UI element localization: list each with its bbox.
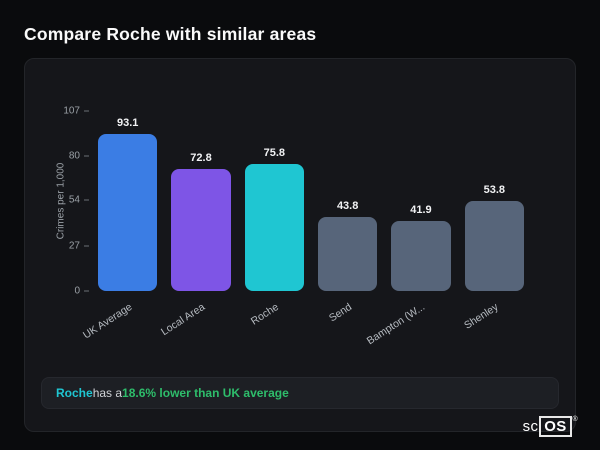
plot-bars: 93.1 72.8 75.8 43.8 41.9 53.8 [98, 111, 524, 291]
bar-local-area[interactable] [171, 168, 231, 291]
y-axis-ticks: 0 27 54 80 107 [43, 106, 89, 297]
chart-card: Crimes per 1,000 0 27 54 80 107 93.1 72.8 75.8… [24, 58, 576, 432]
comparison-note: Roche has a 18.6% lower than UK average [41, 377, 559, 409]
y-tick-label: 80 [68, 150, 80, 162]
y-tick-27: 27 [43, 240, 89, 251]
x-axis-label-shenley: Shenley [462, 301, 501, 332]
x-label-slot: UK Average [81, 295, 157, 353]
tick-mark [84, 290, 89, 292]
x-axis-labels: UK Average Local Area Roche Send Bampton (W.… [81, 295, 524, 353]
registered-trademark-icon: ® [572, 416, 578, 423]
tick-mark [84, 245, 89, 247]
y-tick-label: 54 [68, 194, 80, 206]
x-label-slot: Bampton (W... [365, 295, 450, 353]
y-tick-54: 54 [43, 195, 89, 206]
bar-uk-average[interactable] [98, 134, 158, 291]
page-title: Compare Roche with similar areas [24, 24, 317, 44]
bar-value-label: 72.8 [190, 151, 212, 164]
bar-slot-roche: 75.8 [244, 111, 304, 291]
logo-boxed: OS [539, 416, 572, 437]
bar-value-label: 43.8 [336, 200, 359, 213]
bar-slot-local-area: 72.8 [171, 111, 231, 291]
note-connector: has a [92, 386, 123, 400]
x-label-slot: Shenley [462, 295, 524, 353]
note-area-name: Roche [56, 386, 93, 400]
bar-value-label: 53.8 [483, 183, 506, 196]
y-tick-label: 107 [63, 105, 80, 117]
tick-mark [84, 199, 89, 201]
x-label-slot: Local Area [159, 295, 230, 353]
bar-shenley[interactable] [464, 200, 524, 291]
bar-slot-bampton-w: 41.9 [391, 111, 451, 291]
scos-logo: sc OS ® [523, 416, 578, 437]
x-label-slot: Roche [245, 295, 304, 353]
y-tick-label: 0 [74, 285, 80, 297]
y-tick-107: 107 [43, 106, 89, 117]
bar-value-label: 75.8 [263, 146, 286, 159]
x-axis-label-send: Send [327, 301, 355, 325]
bar-value-label: 93.1 [116, 117, 139, 130]
y-tick-80: 80 [43, 151, 89, 162]
note-highlight: 18.6% lower than UK average [122, 386, 289, 400]
x-axis-label-roche: Roche [248, 301, 281, 328]
tick-mark [84, 155, 89, 157]
bar-value-label: 41.9 [410, 203, 432, 216]
bar-send[interactable] [317, 217, 378, 291]
bar-slot-uk-average: 93.1 [98, 111, 158, 291]
x-axis-label-uk-average: UK Average [80, 301, 135, 342]
y-tick-0: 0 [43, 286, 89, 297]
y-tick-label: 27 [68, 240, 80, 252]
x-axis-label-local-area: Local Area [159, 301, 208, 339]
bar-slot-send: 43.8 [317, 111, 378, 291]
bar-slot-shenley: 53.8 [464, 111, 524, 291]
logo-prefix: sc [522, 418, 539, 435]
bar-bampton-w[interactable] [391, 220, 451, 291]
tick-mark [84, 110, 89, 112]
bar-roche[interactable] [244, 163, 304, 291]
